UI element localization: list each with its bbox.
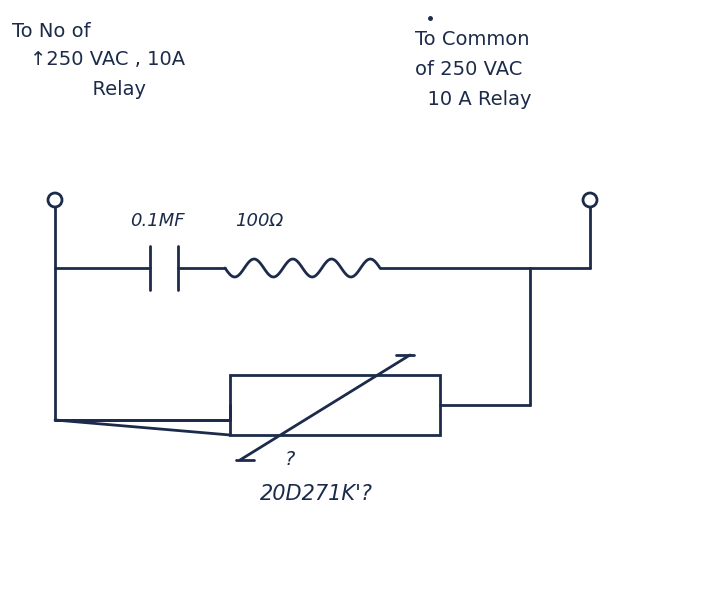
Bar — [230, 375, 440, 435]
Text: ↑250 VAC , 10A: ↑250 VAC , 10A — [30, 50, 185, 69]
Text: 10 A Relay: 10 A Relay — [415, 90, 531, 109]
Text: To No of: To No of — [12, 22, 90, 41]
Text: 20D271K'?: 20D271K'? — [260, 484, 373, 504]
Text: To Common: To Common — [415, 30, 530, 49]
Text: Relay: Relay — [55, 80, 146, 99]
Text: 100Ω: 100Ω — [235, 212, 283, 230]
Text: ?: ? — [285, 450, 295, 469]
Text: of 250 VAC: of 250 VAC — [415, 60, 523, 79]
Text: 0.1MF: 0.1MF — [130, 212, 184, 230]
